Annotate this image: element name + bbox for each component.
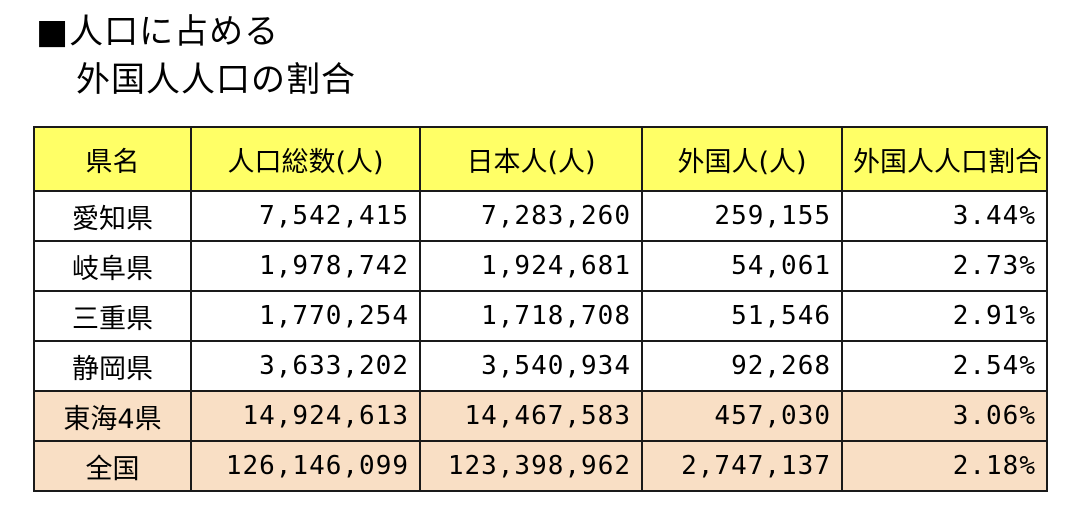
cell-foreign-ratio: 3.44%	[841, 190, 1048, 242]
cell-foreign-ratio: 2.91%	[841, 290, 1048, 342]
foreign-population-table: 県名 人口総数(人) 日本人(人) 外国人(人) 外国人人口割合 愛知県 7,5…	[33, 126, 1048, 492]
cell-total-population: 1,978,742	[190, 240, 421, 292]
cell-total-population: 3,633,202	[190, 340, 421, 392]
page-title-line-1: ■人口に占める	[36, 12, 280, 52]
cell-foreign: 259,155	[641, 190, 843, 242]
table-row: 三重県 1,770,254 1,718,708 51,546 2.91%	[33, 290, 1048, 342]
column-header-foreign-ratio: 外国人人口割合	[841, 126, 1048, 192]
cell-prefecture: 三重県	[33, 290, 192, 342]
cell-foreign: 51,546	[641, 290, 843, 342]
cell-prefecture: 愛知県	[33, 190, 192, 242]
table-row: 静岡県 3,633,202 3,540,934 92,268 2.54%	[33, 340, 1048, 392]
table-row: 岐阜県 1,978,742 1,924,681 54,061 2.73%	[33, 240, 1048, 292]
table-row: 愛知県 7,542,415 7,283,260 259,155 3.44%	[33, 190, 1048, 242]
cell-foreign-ratio: 2.73%	[841, 240, 1048, 292]
table-header-row: 県名 人口総数(人) 日本人(人) 外国人(人) 外国人人口割合	[33, 126, 1048, 192]
page-title-line-2: 外国人人口の割合	[76, 60, 356, 100]
cell-foreign-ratio: 2.18%	[841, 440, 1048, 492]
cell-japanese: 3,540,934	[419, 340, 643, 392]
cell-japanese: 1,924,681	[419, 240, 643, 292]
column-header-foreign: 外国人(人)	[641, 126, 843, 192]
table-row-summary: 全国 126,146,099 123,398,962 2,747,137 2.1…	[33, 440, 1048, 492]
cell-total-population: 1,770,254	[190, 290, 421, 342]
cell-japanese: 123,398,962	[419, 440, 643, 492]
cell-japanese: 1,718,708	[419, 290, 643, 342]
cell-foreign: 457,030	[641, 390, 843, 442]
cell-prefecture: 岐阜県	[33, 240, 192, 292]
cell-prefecture: 静岡県	[33, 340, 192, 392]
cell-foreign: 92,268	[641, 340, 843, 392]
column-header-total-population: 人口総数(人)	[190, 126, 421, 192]
cell-total-population: 7,542,415	[190, 190, 421, 242]
table-row-summary: 東海4県 14,924,613 14,467,583 457,030 3.06%	[33, 390, 1048, 442]
cell-foreign: 2,747,137	[641, 440, 843, 492]
cell-prefecture: 全国	[33, 440, 192, 492]
cell-japanese: 14,467,583	[419, 390, 643, 442]
cell-total-population: 126,146,099	[190, 440, 421, 492]
cell-total-population: 14,924,613	[190, 390, 421, 442]
column-header-prefecture: 県名	[33, 126, 192, 192]
cell-foreign-ratio: 3.06%	[841, 390, 1048, 442]
cell-prefecture: 東海4県	[33, 390, 192, 442]
column-header-japanese: 日本人(人)	[419, 126, 643, 192]
cell-japanese: 7,283,260	[419, 190, 643, 242]
cell-foreign-ratio: 2.54%	[841, 340, 1048, 392]
cell-foreign: 54,061	[641, 240, 843, 292]
